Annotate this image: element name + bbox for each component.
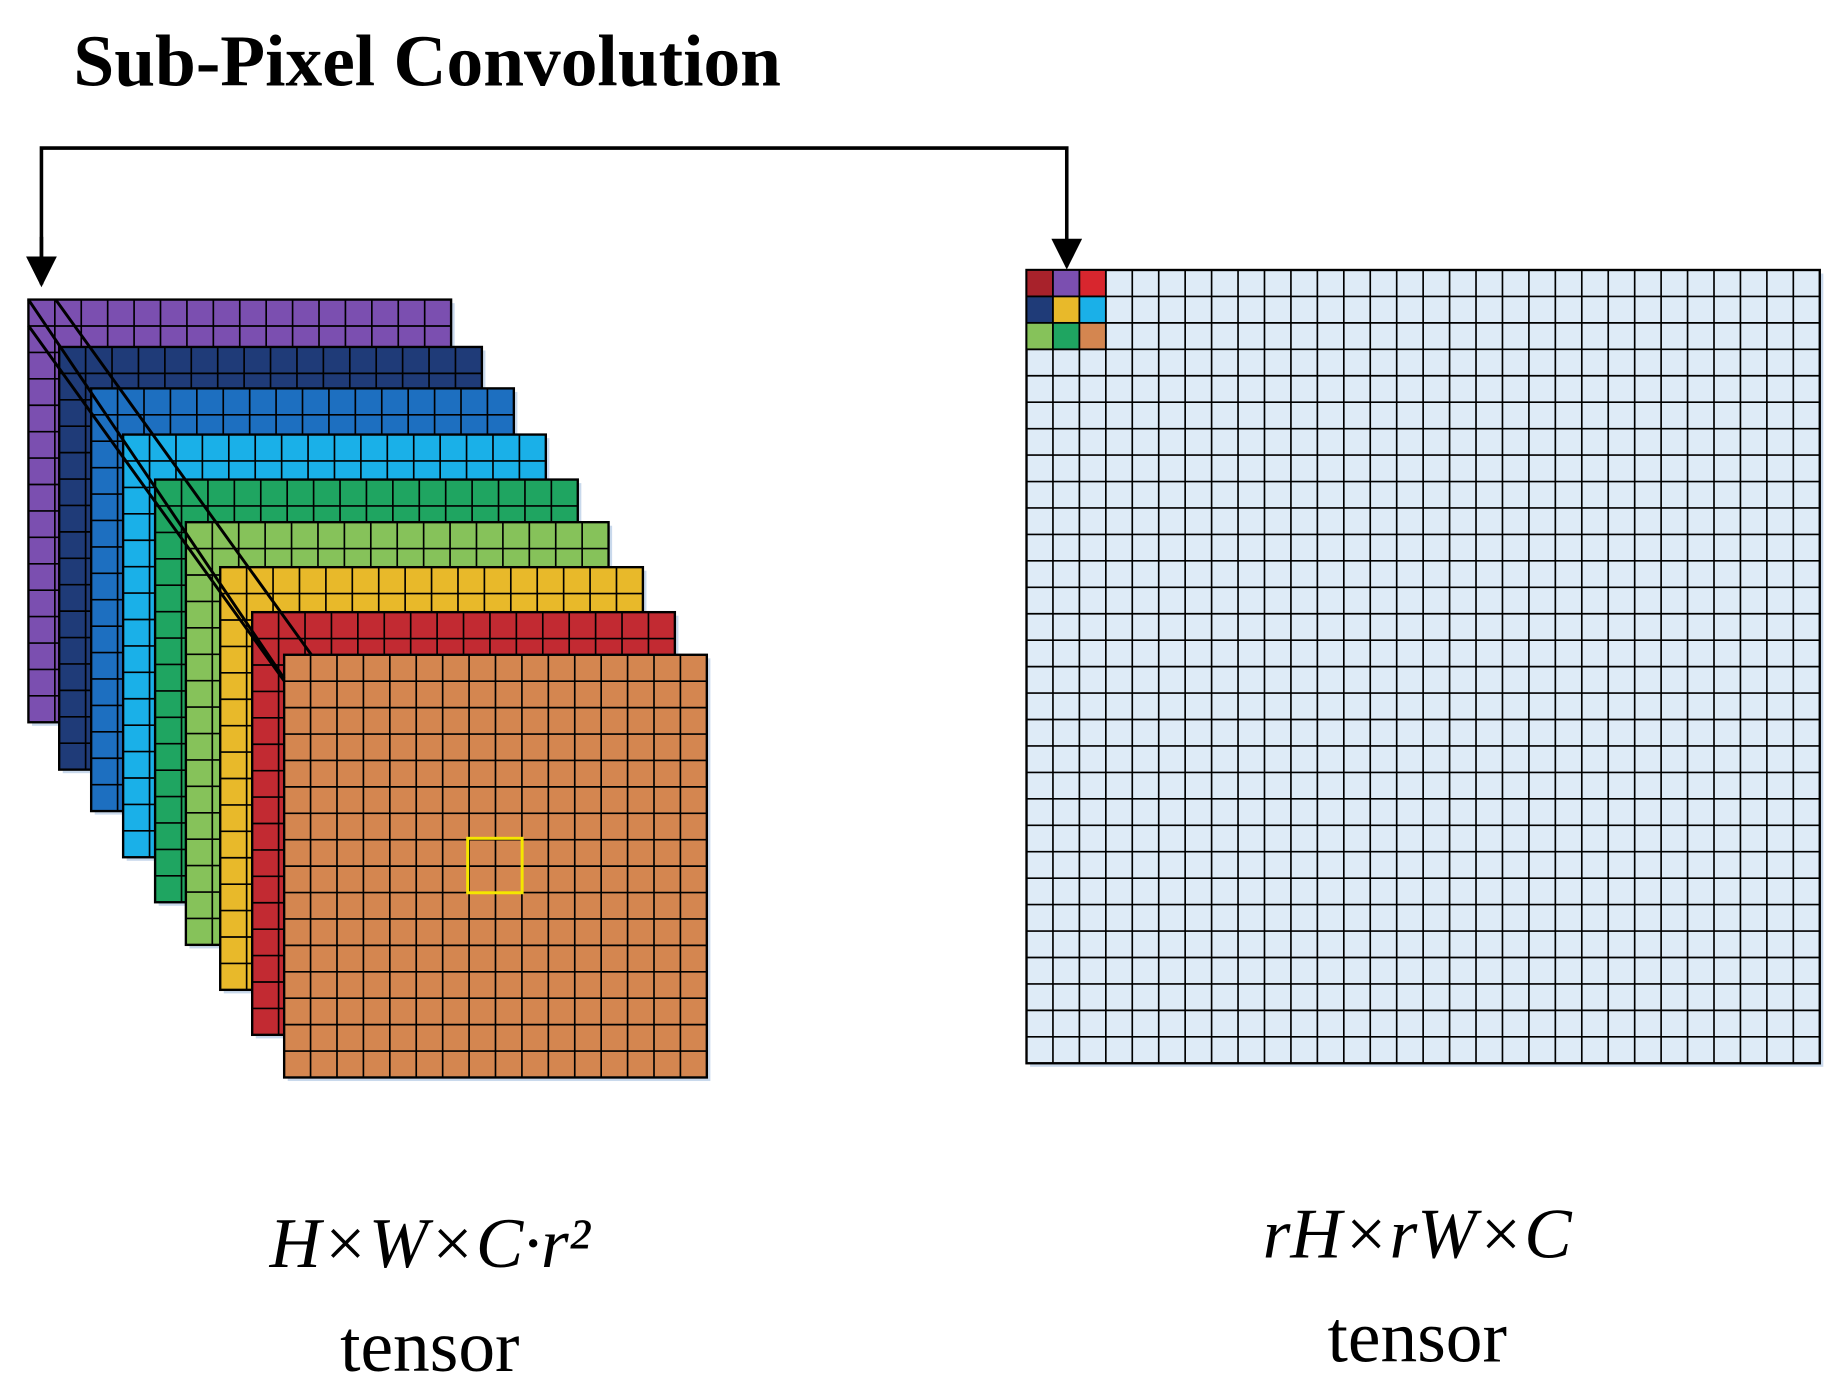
grid-lines bbox=[1026, 269, 1820, 1064]
projection-lines bbox=[27, 298, 313, 682]
title: Sub-Pixel Convolution bbox=[73, 20, 781, 101]
output-tensor bbox=[1025, 268, 1824, 1067]
subpixel-cell bbox=[1078, 321, 1107, 351]
subpixel-cell bbox=[1078, 269, 1107, 298]
subpixel-cell bbox=[1052, 269, 1081, 298]
input-layers bbox=[27, 298, 711, 1082]
subpixel-cell bbox=[1052, 295, 1081, 324]
connector-arrow bbox=[39, 146, 1083, 285]
left-formula: H×W×C·r² bbox=[269, 1205, 592, 1283]
highlight-box bbox=[466, 836, 524, 895]
subpixel-cell bbox=[1078, 295, 1107, 324]
subpixel-cell bbox=[1052, 321, 1081, 351]
left-caption: tensor bbox=[340, 1306, 519, 1387]
subpixel-cell bbox=[1025, 269, 1054, 298]
output-grid bbox=[1025, 268, 1824, 1067]
subpixel-cell bbox=[1025, 295, 1054, 324]
right-formula: rH×rW×C bbox=[1263, 1195, 1574, 1273]
right-caption: tensor bbox=[1328, 1297, 1507, 1378]
feature-layer bbox=[282, 653, 711, 1082]
subpixel-cell bbox=[1025, 321, 1054, 351]
